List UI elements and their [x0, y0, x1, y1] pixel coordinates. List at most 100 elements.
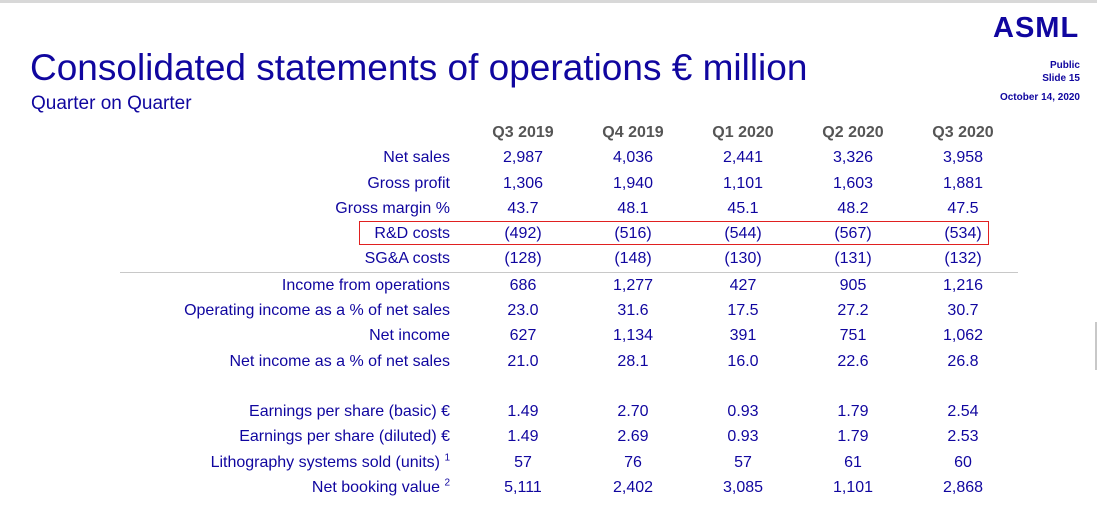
table-cell: 30.7	[947, 302, 979, 320]
table-cell: 28.1	[617, 352, 649, 370]
table-cell: 751	[839, 327, 867, 345]
row-label-text: Lithography systems sold (units)	[210, 453, 445, 471]
table-cell: 627	[509, 327, 537, 345]
row-label-text: Operating income as a % of net sales	[184, 302, 450, 320]
table-cell: 31.6	[617, 302, 649, 320]
table-cell: 16.0	[727, 352, 759, 370]
table-cell: (492)	[504, 225, 542, 243]
row-label: Net income as a % of net sales	[120, 349, 468, 374]
table-row: R&D costs (492) (516) (544) (567) (534)	[120, 221, 1018, 246]
table-cell: 1,101	[832, 478, 874, 496]
page-subtitle: Quarter on Quarter	[31, 93, 192, 114]
column-header: Q4 2019	[602, 124, 664, 141]
table-cell: 1,940	[612, 174, 654, 192]
table-cell: 905	[839, 276, 867, 294]
table-cell: 2.69	[617, 428, 649, 446]
row-label: Gross margin %	[120, 196, 468, 221]
page-title: Consolidated statements of operations € …	[30, 47, 808, 88]
row-label: R&D costs	[120, 221, 468, 246]
table-body-secondary: Earnings per share (basic) € 1.49 2.70 0.93…	[120, 399, 1018, 500]
table-cell: 1,062	[942, 327, 984, 345]
column-header: Q1 2020	[712, 124, 774, 141]
asml-logo: ASML	[993, 12, 1080, 44]
table-cell: 76	[624, 453, 642, 471]
table-cell: 1.79	[837, 428, 869, 446]
table-cell: 1,101	[722, 174, 764, 192]
table-cell: 27.2	[837, 302, 869, 320]
table-cell: 686	[509, 276, 537, 294]
row-label: Gross profit	[120, 171, 468, 196]
row-label-text: Net income as a % of net sales	[229, 352, 450, 370]
table-row: Net income 627 1,134 391 751 1,062	[120, 323, 1018, 348]
row-label-text: Net booking value	[311, 478, 445, 496]
table-cell: (516)	[614, 225, 652, 243]
row-label-text: R&D costs	[374, 225, 450, 243]
row-label-text: SG&A costs	[364, 250, 450, 268]
classification-label: Public	[1049, 60, 1080, 71]
table-header-row: Q3 2019 Q4 2019 Q1 2020 Q2 2020 Q3 2020	[120, 120, 1018, 145]
table-cell: (148)	[578, 246, 688, 273]
table-cell: 17.5	[727, 302, 759, 320]
financial-table: Q3 2019 Q4 2019 Q1 2020 Q2 2020 Q3 2020 …	[120, 120, 1018, 500]
table-row: Earnings per share (diluted) € 1.49 2.69 0.…	[120, 424, 1018, 449]
table-cell: 0.93	[727, 402, 759, 420]
table-cell: 1,306	[502, 174, 544, 192]
table-cell: 21.0	[507, 352, 539, 370]
row-label: Net sales	[120, 145, 468, 170]
table-cell: (132)	[908, 246, 1018, 273]
table-cell: 48.1	[617, 199, 649, 217]
table-cell: 4,036	[612, 149, 654, 167]
table-cell: 3,085	[722, 478, 764, 496]
table-cell: 3,326	[832, 149, 874, 167]
column-header: Q3 2020	[932, 124, 994, 141]
table-row: Gross margin % 43.7 48.1 45.1 48.2 47.5	[120, 196, 1018, 221]
footnote-marker: 2	[444, 477, 450, 489]
table-row: Gross profit 1,306 1,940 1,101 1,603 1,881	[120, 171, 1018, 196]
table-cell: 23.0	[507, 302, 539, 320]
row-label: Earnings per share (basic) €	[120, 399, 468, 424]
table-cell: (130)	[688, 246, 798, 273]
slide-date: October 14, 2020	[999, 92, 1080, 103]
row-label: Earnings per share (diluted) €	[120, 424, 468, 449]
table-body-main: Net sales 2,987 4,036 2,441 3,326 3,958 Gross …	[120, 145, 1018, 374]
footnote-marker: 1	[444, 452, 450, 464]
row-label: Lithography systems sold (units) 1	[120, 450, 468, 475]
table-cell: 2.54	[947, 402, 979, 420]
table-row: Income from operations 686 1,277 427 905 1,21…	[120, 272, 1018, 298]
row-label-text: Net income	[369, 327, 450, 345]
row-label-text: Net sales	[383, 149, 450, 167]
table-row: Net sales 2,987 4,036 2,441 3,326 3,958	[120, 145, 1018, 170]
table-cell: 48.2	[837, 199, 869, 217]
slide-number: Slide 15	[1042, 72, 1080, 84]
table-cell: 26.8	[947, 352, 979, 370]
slide-meta: Public Slide 15 October 14, 2020	[1000, 60, 1080, 105]
table-cell: 391	[729, 327, 757, 345]
table-cell: 3,958	[942, 149, 984, 167]
table-row: Operating income as a % of net sales 23.0…	[120, 298, 1018, 323]
table-cell: 0.93	[727, 428, 759, 446]
table-cell: 57	[734, 453, 752, 471]
row-label-text: Earnings per share (diluted) €	[239, 428, 450, 446]
table-cell: 2,402	[612, 478, 654, 496]
table-cell: 47.5	[947, 199, 979, 217]
table-cell: 2.53	[947, 428, 979, 446]
table-cell: 1,134	[612, 327, 654, 345]
edge-rule	[1095, 322, 1097, 370]
table-cell: 1.49	[507, 402, 539, 420]
table-cell: 2,868	[942, 478, 984, 496]
row-label: Net income	[120, 323, 468, 348]
table-cell: 61	[844, 453, 862, 471]
table-cell: 5,111	[504, 478, 542, 496]
table-cell: 60	[954, 453, 972, 471]
table-cell: (544)	[724, 225, 762, 243]
table-cell: 1,277	[612, 276, 654, 294]
table-cell: 1,881	[942, 174, 984, 192]
table-row: Net booking value 2 5,111 2,402 3,085 1,101 2…	[120, 475, 1018, 500]
table-cell: 45.1	[727, 199, 759, 217]
table-cell: (534)	[944, 225, 982, 243]
table-cell: (131)	[798, 246, 908, 273]
table-row: SG&A costs (128) (148) (130) (131) (132)	[120, 246, 1018, 273]
row-label: Net booking value 2	[120, 475, 468, 500]
table-cell: 2,987	[502, 149, 544, 167]
table-cell: 43.7	[507, 199, 539, 217]
